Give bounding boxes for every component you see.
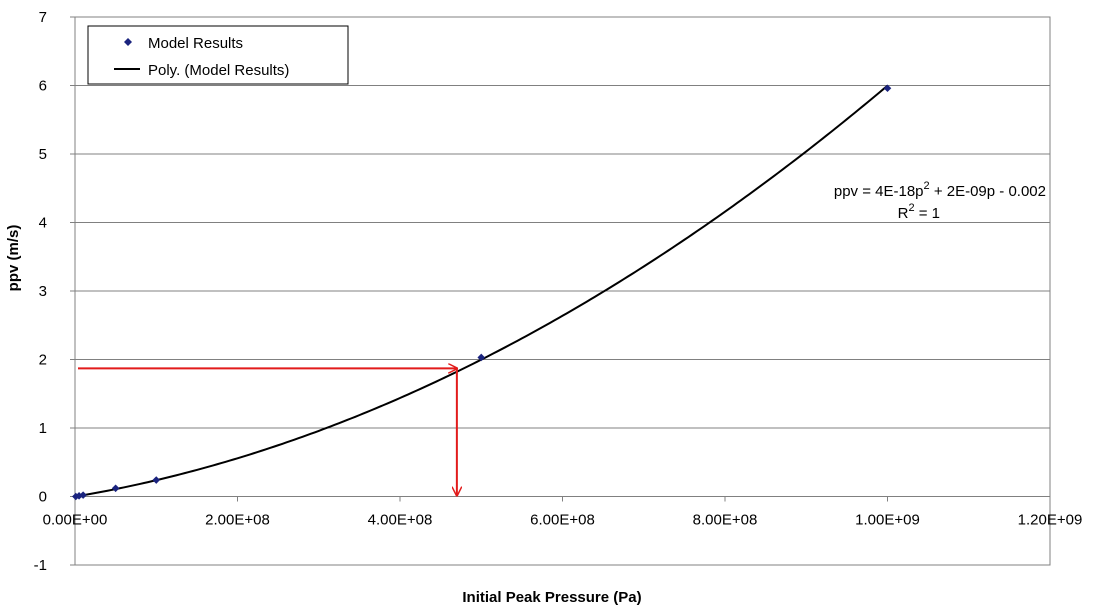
y-tick-label: 4: [39, 215, 47, 232]
legend-box: [87, 25, 349, 85]
r-squared-line: R2 = 1: [898, 202, 940, 222]
y-axis-title: ppv (m/s): [5, 225, 22, 292]
data-point: [111, 484, 120, 493]
y-tick-label: 2: [39, 352, 47, 369]
y-tick-label: 7: [39, 9, 47, 26]
x-tick-label: 1.00E+09: [855, 512, 920, 529]
x-tick-label: 4.00E+08: [368, 512, 433, 529]
legend: Model Results Poly. (Model Results): [87, 25, 349, 85]
x-tick-label: 0.00E+00: [43, 512, 108, 529]
y-tick-label: 1: [39, 420, 47, 437]
legend-label-model-results: Model Results: [148, 35, 243, 52]
y-axis-ticks: [70, 16, 75, 566]
y-tick-labels: -1 0 1 2 3 4 5 6 7: [34, 9, 47, 574]
y-tick-label: 3: [39, 283, 47, 300]
x-axis-ticks: [74, 496, 1051, 502]
x-tick-label: 2.00E+08: [205, 512, 270, 529]
data-points: [72, 84, 892, 501]
data-point: [477, 353, 486, 362]
x-tick-label: 6.00E+08: [530, 512, 595, 529]
equation-superscript: 2: [924, 180, 930, 192]
r-squared-superscript: 2: [908, 202, 914, 214]
y-tick-label: 0: [39, 489, 47, 506]
legend-label-poly-trendline: Poly. (Model Results): [148, 62, 289, 79]
y-tick-label: 6: [39, 78, 47, 95]
trendline-equation: ppv = 4E-18p2 + 2E-09p - 0.002 R2 = 1: [834, 180, 1046, 222]
gridlines: [75, 85, 1050, 429]
y-tick-label: -1: [34, 557, 47, 574]
x-tick-label: 8.00E+08: [693, 512, 758, 529]
legend-marker-diamond-icon: [124, 38, 132, 46]
red-lookup-lines: [78, 368, 457, 495]
data-point: [79, 491, 87, 499]
x-tick-label: 1.20E+09: [1018, 512, 1083, 529]
data-point: [883, 84, 892, 93]
y-tick-label: 5: [39, 146, 47, 163]
data-point: [152, 476, 161, 484]
equation-line-1: ppv = 4E-18p2 + 2E-09p - 0.002: [834, 180, 1046, 200]
x-axis-title: Initial Peak Pressure (Pa): [462, 589, 641, 606]
x-tick-labels: 0.00E+00 2.00E+08 4.00E+08 6.00E+08 8.00E+08…: [43, 512, 1083, 529]
